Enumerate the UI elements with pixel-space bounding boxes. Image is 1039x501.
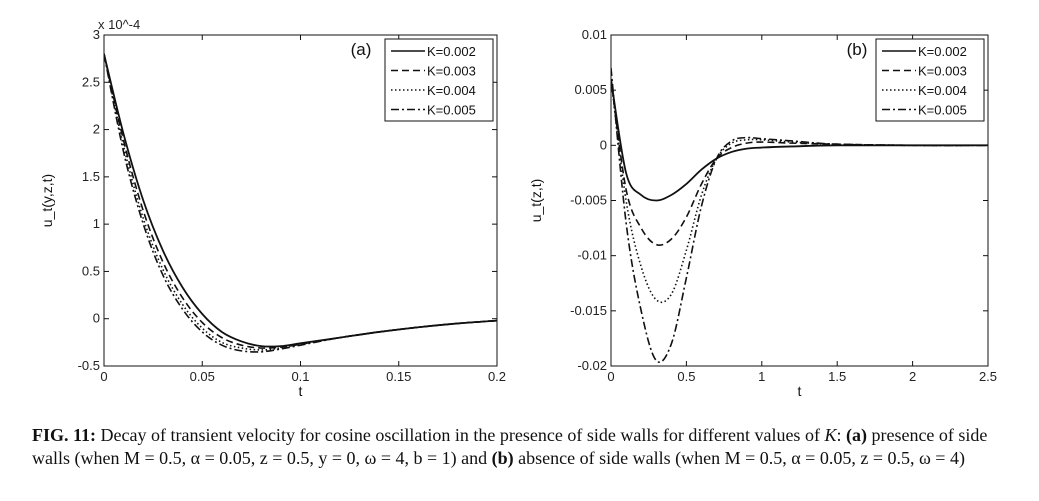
y-scale-note: x 10^-4 (98, 17, 140, 32)
x-tick-label: 0.2 (488, 369, 506, 384)
y-tick-label: 0 (93, 311, 100, 326)
panel-label: (b) (847, 40, 868, 59)
y-tick-label: 0.005 (574, 82, 607, 97)
legend-box (875, 38, 985, 122)
y-tick-label: 0.01 (582, 27, 607, 42)
y-tick-label: 0.5 (82, 263, 100, 278)
legend-label: K=0.003 (427, 64, 476, 79)
x-tick-label: 2.5 (979, 369, 997, 384)
caption-k-symbol: K (824, 425, 837, 445)
legend-label: K=0.002 (427, 44, 476, 59)
y-tick-label: 0 (600, 137, 607, 152)
x-tick-label: 0.1 (291, 369, 309, 384)
legend-label: K=0.003 (918, 64, 967, 79)
figure-caption: FIG. 11: Decay of transient velocity for… (32, 424, 1022, 470)
y-tick-label: -0.02 (577, 358, 607, 373)
x-axis-label: t (798, 383, 802, 399)
series-group (104, 53, 497, 353)
figure-canvas: 0 0.05 0.1 0.15 0.2-0.500.511.522.53tu_t(y,z… (39, 17, 997, 399)
y-tick-label: -0.01 (577, 248, 607, 263)
legend-label: K=0.005 (427, 103, 476, 118)
y-tick-label: -0.005 (570, 193, 607, 208)
legend-label: K=0.005 (918, 103, 967, 118)
panel-label: (a) (351, 40, 372, 59)
x-tick-label: 0.05 (190, 369, 215, 384)
caption-fig-label: FIG. 11: (32, 425, 97, 445)
panel-a-chart: 0 0.05 0.1 0.15 0.2-0.500.511.522.53tu_t(y,z… (39, 17, 506, 399)
legend-label: K=0.002 (918, 44, 967, 59)
legend: K=0.002 K=0.003 K=0.004 K=0.005 (384, 38, 494, 122)
x-tick-label: 0 (607, 369, 614, 384)
y-axis-label: u_t(y,z,t) (39, 174, 55, 227)
legend: K=0.002 K=0.003 K=0.004 K=0.005 (875, 38, 985, 122)
caption-part-b-label: (b) (491, 448, 514, 468)
x-tick-label: 1 (758, 369, 765, 384)
y-tick-label: 3 (93, 27, 100, 42)
x-tick-label: 0.5 (677, 369, 695, 384)
caption-part-a-text: presence of side walls (when M = 0.5, α … (32, 425, 988, 468)
y-tick-label: 2.5 (82, 74, 100, 89)
panel-b-chart: 0 0.5 1 1.5 2 2.5 -0.02 -0.015 -0.01 -0.005 0 0.005… (528, 27, 997, 399)
legend-label: K=0.004 (427, 83, 476, 98)
y-axis-label: u_t(z,t) (528, 179, 544, 223)
y-tick-label: 1.5 (82, 169, 100, 184)
x-tick-label: 0 (100, 369, 107, 384)
x-axis-label: t (299, 383, 303, 399)
x-tick-label: 1.5 (828, 369, 846, 384)
caption-text-1: Decay of transient velocity for cosine o… (96, 425, 825, 445)
y-tick-label: -0.5 (78, 358, 100, 373)
y-tick-label: 1 (93, 216, 100, 231)
series-line (611, 68, 988, 363)
series-line (104, 53, 497, 353)
series-group (611, 68, 988, 363)
x-tick-label: 2 (909, 369, 916, 384)
legend-box (384, 38, 494, 122)
y-tick-label: 2 (93, 122, 100, 137)
x-tick-label: 0.15 (386, 369, 411, 384)
caption-part-b-text: absence of side walls (when M = 0.5, α =… (513, 448, 965, 468)
y-tick-label: -0.015 (570, 303, 607, 318)
caption-part-a-label: (a) (845, 425, 867, 445)
caption-text-2: : (836, 425, 842, 445)
series-line (104, 53, 497, 349)
legend-label: K=0.004 (918, 83, 967, 98)
